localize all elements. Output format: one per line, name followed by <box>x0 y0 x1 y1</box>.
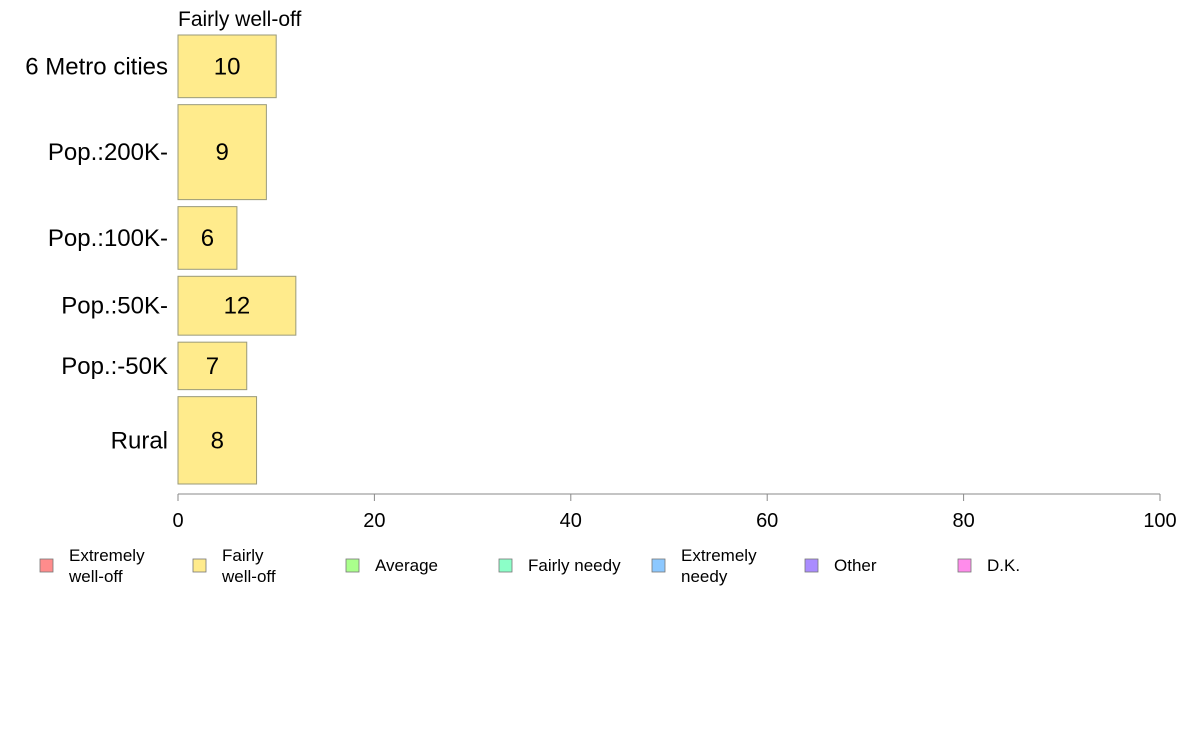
category-label: Pop.:200K- <box>48 139 168 166</box>
bar-value-label: 9 <box>216 139 229 166</box>
legend-label: Average <box>375 556 438 575</box>
legend-label: D.K. <box>987 556 1020 575</box>
bar-value-label: 7 <box>206 353 219 380</box>
legend-item: Fairly needy <box>498 556 621 575</box>
legend-label: Fairly needy <box>528 556 621 575</box>
legend-item: Average <box>345 556 438 575</box>
bars-group: 10 9 6 12 7 8 <box>177 34 297 485</box>
bar-segment <box>177 341 248 391</box>
legend-swatch <box>192 558 207 573</box>
x-tick-label: 40 <box>560 510 582 532</box>
legend-item: Other <box>804 556 877 575</box>
legend-swatch <box>345 558 360 573</box>
legend-swatch <box>804 558 819 573</box>
bar-value-label: 10 <box>214 53 241 80</box>
category-label: Pop.:-50K <box>61 353 168 380</box>
bar-value-label: 6 <box>201 225 214 252</box>
bar-segment <box>177 34 277 99</box>
legend-swatch <box>651 558 666 573</box>
legend-item: D.K. <box>957 556 1020 575</box>
x-tick-label: 60 <box>756 510 778 532</box>
legend-swatch <box>498 558 513 573</box>
category-label: 6 Metro cities <box>25 53 168 80</box>
category-labels: 6 Metro cities Pop.:200K- Pop.:100K- Pop.:5… <box>25 53 168 454</box>
bar-value-label: 8 <box>211 427 224 454</box>
category-label: Pop.:100K- <box>48 225 168 252</box>
x-tick-label: 20 <box>363 510 385 532</box>
legend-label: Fairly well-off <box>221 546 276 586</box>
bar-segment <box>177 206 238 270</box>
legend-label: Other <box>834 556 877 575</box>
x-tick-label: 80 <box>952 510 974 532</box>
x-axis: 0 20 40 60 80 100 <box>172 493 1177 532</box>
x-tick-label: 0 <box>172 510 183 532</box>
category-label: Pop.:50K- <box>61 293 168 320</box>
legend-item: Fairly well-off <box>192 546 276 586</box>
bar-segment <box>177 396 258 485</box>
legend-label: Extremely needy <box>681 546 757 586</box>
legend-item: Extremely needy <box>651 546 757 586</box>
panel-title: Fairly well-off <box>178 8 301 31</box>
legend-swatch <box>957 558 972 573</box>
legend-swatch <box>39 558 54 573</box>
category-label: Rural <box>111 427 168 454</box>
bar-segment <box>177 104 267 201</box>
legend: Extremely well-off Fairly well-off Average Fa… <box>39 546 1020 586</box>
bar-segment <box>177 275 297 336</box>
x-tick-label: 100 <box>1143 510 1176 532</box>
legend-label: Extremely well-off <box>68 546 145 586</box>
bar-value-label: 12 <box>224 293 251 320</box>
legend-item: Extremely well-off <box>39 546 145 586</box>
